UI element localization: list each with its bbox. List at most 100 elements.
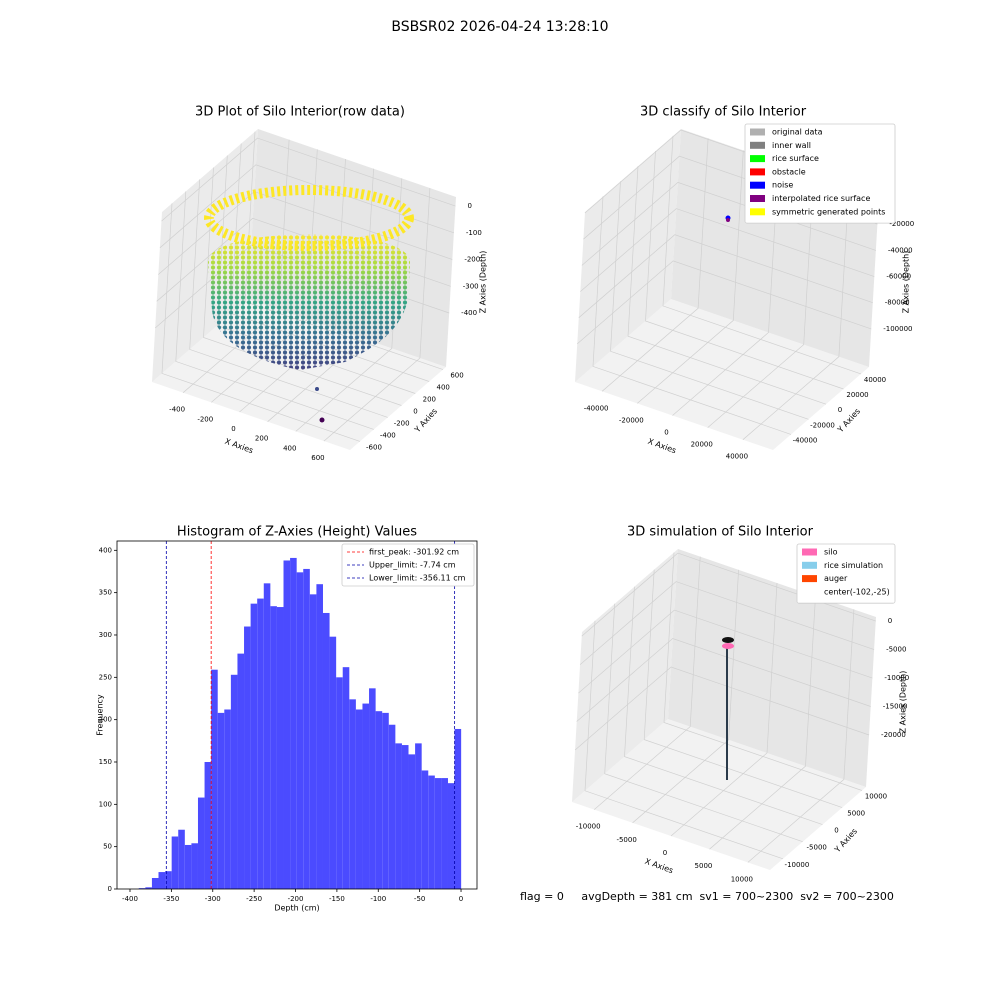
bar bbox=[375, 711, 383, 889]
x-axis-label: X Axies bbox=[644, 857, 675, 876]
y-tick-label: 150 bbox=[99, 758, 112, 766]
legend-label: interpolated rice surface bbox=[772, 194, 870, 203]
bar bbox=[224, 709, 231, 889]
x-tick-label: -300 bbox=[205, 895, 221, 903]
y-tick-label: 600 bbox=[450, 372, 463, 380]
z-tick-label: 0 bbox=[467, 202, 471, 210]
status-text: flag = 0 avgDepth = 381 cm sv1 = 700~230… bbox=[520, 890, 894, 903]
x-tick-label: -200 bbox=[197, 415, 213, 423]
y-tick-label: -600 bbox=[366, 443, 382, 451]
x-grid-line bbox=[593, 556, 701, 810]
y-tick-label: -400 bbox=[380, 431, 396, 439]
point-cloud bbox=[204, 185, 414, 423]
bar bbox=[237, 653, 245, 889]
bar bbox=[191, 843, 198, 889]
z-grid-line bbox=[579, 581, 875, 665]
x-grid-line bbox=[323, 188, 431, 442]
floor-pane bbox=[575, 299, 869, 450]
legend-swatch bbox=[802, 561, 817, 569]
y-grid-line bbox=[663, 552, 863, 791]
bar bbox=[244, 626, 251, 889]
legend-label: auger bbox=[824, 574, 848, 583]
z-tick-label: -80000 bbox=[885, 299, 910, 307]
y-tick-label: 5000 bbox=[847, 810, 865, 818]
x-tick-label: -350 bbox=[163, 895, 179, 903]
bar bbox=[178, 829, 185, 889]
bar bbox=[204, 761, 212, 889]
z-tick-label: -400 bbox=[461, 309, 477, 317]
z-grid-line bbox=[580, 208, 875, 292]
x-tick-label: -150 bbox=[329, 895, 345, 903]
bar bbox=[388, 724, 396, 889]
bar bbox=[421, 770, 429, 889]
legend-swatch bbox=[750, 195, 765, 202]
x-tick-label: 0 bbox=[663, 849, 667, 857]
x-grid-line bbox=[709, 596, 816, 850]
x-tick-label: -200 bbox=[288, 895, 304, 903]
z-tick-label: -100 bbox=[466, 229, 482, 237]
bar bbox=[349, 699, 356, 889]
bar bbox=[257, 598, 264, 889]
x-grid-line bbox=[601, 138, 709, 392]
x-grid-line bbox=[742, 186, 850, 440]
y-tick-label: -40000 bbox=[793, 436, 818, 444]
z-tick-label: -100000 bbox=[883, 325, 912, 333]
y-tick-label: 10000 bbox=[865, 792, 887, 800]
y-tick-label: 250 bbox=[99, 673, 112, 681]
bar bbox=[329, 636, 337, 889]
y-tick-label: 0 bbox=[108, 885, 112, 893]
bar bbox=[322, 612, 330, 889]
legend-swatch bbox=[750, 168, 765, 176]
legend-label: rice simulation bbox=[824, 561, 883, 570]
z-tick-label: 0 bbox=[888, 617, 892, 625]
x-tick-label: 400 bbox=[283, 444, 296, 452]
legend-label: original data bbox=[772, 128, 823, 137]
bar bbox=[290, 557, 297, 889]
y-grid-line bbox=[175, 191, 374, 430]
z-tick-label: -20000 bbox=[889, 220, 914, 228]
x-tick-label: 5000 bbox=[695, 862, 713, 870]
z-grid-line bbox=[578, 234, 873, 318]
y-grid-line bbox=[189, 179, 388, 418]
bar bbox=[197, 797, 205, 889]
y-grid-line bbox=[604, 603, 803, 843]
y-grid-line bbox=[662, 135, 862, 375]
z-axis-label: Z Axies (Depth) bbox=[899, 671, 908, 734]
bar bbox=[138, 888, 146, 889]
bar bbox=[434, 778, 442, 889]
bar bbox=[158, 872, 166, 889]
bar bbox=[211, 669, 218, 889]
z-grid-line bbox=[576, 260, 872, 345]
y-tick-label: 350 bbox=[99, 589, 112, 597]
bar bbox=[342, 667, 350, 889]
z-grid-line bbox=[578, 609, 873, 694]
x-tick-label: -250 bbox=[246, 895, 262, 903]
bar bbox=[283, 560, 291, 889]
legend-label: Upper_limit: -7.74 cm bbox=[369, 561, 456, 570]
x-tick-label: -20000 bbox=[619, 416, 644, 424]
y-tick-label: -200 bbox=[394, 419, 410, 427]
x-axis-label: X Axies bbox=[224, 437, 255, 456]
x-tick-label: 10000 bbox=[731, 875, 753, 883]
bar bbox=[369, 688, 376, 889]
bar bbox=[408, 754, 416, 889]
left-pane bbox=[575, 129, 681, 382]
x-tick-label: -50 bbox=[414, 895, 425, 903]
legend-swatch bbox=[802, 548, 817, 556]
bar bbox=[250, 603, 258, 889]
legend-label: noise bbox=[772, 181, 793, 190]
legend-swatch bbox=[750, 208, 765, 216]
z-tick-label: -200 bbox=[464, 256, 480, 264]
y-tick-label: 400 bbox=[436, 384, 449, 392]
classified-points bbox=[725, 215, 731, 222]
legend-box bbox=[744, 123, 896, 224]
x-grid-line bbox=[747, 609, 855, 863]
figure-title: BSBSR02 2026-04-24 13:28:10 bbox=[391, 19, 608, 35]
z-grid-line bbox=[161, 137, 456, 222]
y-grid-line bbox=[610, 181, 809, 420]
x-grid-line bbox=[707, 174, 815, 428]
y-grid-line bbox=[643, 569, 843, 808]
z-tick-label: -300 bbox=[463, 282, 479, 290]
y-grid-line bbox=[161, 203, 361, 442]
